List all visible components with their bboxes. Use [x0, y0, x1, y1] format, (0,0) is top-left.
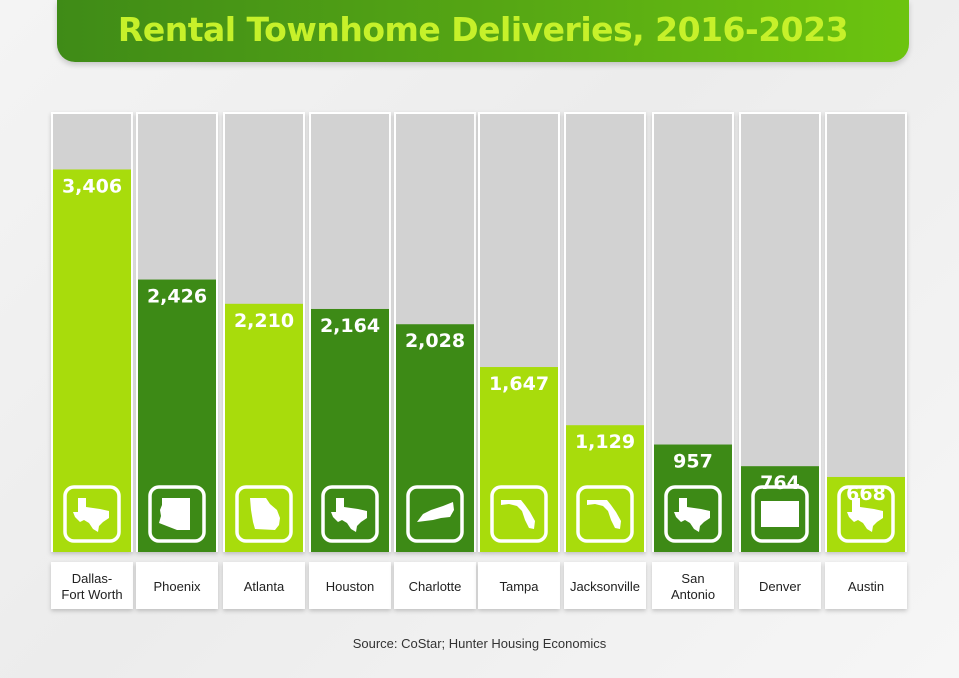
bar-group: 2,028 Charlotte — [394, 112, 476, 609]
texas-icon — [331, 498, 367, 532]
value-label: 2,028 — [405, 330, 465, 352]
value-label: 764 — [760, 472, 800, 494]
category-card — [564, 562, 646, 609]
category-label: Jacksonville — [570, 579, 640, 594]
colorado-icon — [761, 501, 799, 527]
category-label: Austin — [848, 579, 884, 594]
icon-frame — [576, 485, 634, 543]
icon-frame — [837, 485, 895, 543]
texas-icon — [847, 498, 883, 532]
icon-frame — [235, 485, 293, 543]
north-carolina-icon — [417, 502, 454, 522]
category-card — [394, 562, 476, 609]
value-label: 2,164 — [320, 315, 380, 337]
icon-frame — [664, 485, 722, 543]
category-card — [136, 562, 218, 609]
category-label: Tampa — [499, 579, 539, 594]
category-label: San Antonio — [671, 571, 715, 602]
category-card — [652, 562, 734, 609]
category-label: Houston — [326, 579, 374, 594]
source-note: Source: CoStar; Hunter Housing Economics — [352, 636, 607, 651]
category-label: Atlanta — [244, 579, 285, 594]
icon-frame — [321, 485, 379, 543]
category-card — [51, 562, 133, 609]
category-card — [478, 562, 560, 609]
bar-group: 764 Denver — [739, 112, 821, 609]
texas-icon — [73, 498, 109, 532]
category-label: Denver — [759, 579, 802, 594]
bar-group: 1,129 Jacksonville — [564, 112, 646, 609]
florida-icon — [501, 500, 535, 529]
icon-frame — [63, 485, 121, 543]
icon-frame — [148, 485, 206, 543]
georgia-icon — [250, 498, 280, 530]
bar-group: 3,406 Dallas-Fort Worth — [51, 112, 133, 609]
bar-group: 2,164 Houston — [309, 112, 391, 609]
category-card — [825, 562, 907, 609]
bar-group: 2,426 Phoenix — [136, 112, 218, 609]
icon-frame — [751, 485, 809, 543]
value-label: 957 — [673, 451, 713, 473]
texas-icon — [674, 498, 710, 532]
value-label: 3,406 — [62, 175, 122, 197]
arizona-icon — [159, 498, 190, 530]
chart-title: Rental Townhome Deliveries, 2016-2023 — [117, 10, 849, 49]
category-card — [223, 562, 305, 609]
title-banner: Rental Townhome Deliveries, 2016-2023 — [57, 0, 909, 62]
florida-icon — [587, 500, 621, 529]
category-card — [739, 562, 821, 609]
bar-group: 2,210 Atlanta — [223, 112, 305, 609]
category-label: Charlotte — [409, 579, 462, 594]
bar-group: 957 San Antonio — [652, 112, 734, 609]
icon-frame — [490, 485, 548, 543]
value-label: 2,426 — [147, 286, 207, 308]
value-label: 1,129 — [575, 431, 635, 453]
icon-frame — [406, 485, 464, 543]
category-label: Phoenix — [154, 579, 201, 594]
bar-group: 1,647 Tampa — [478, 112, 560, 609]
category-card — [309, 562, 391, 609]
value-label: 1,647 — [489, 373, 549, 395]
value-label: 2,210 — [234, 310, 294, 332]
category-label: Dallas-Fort Worth — [61, 571, 122, 602]
